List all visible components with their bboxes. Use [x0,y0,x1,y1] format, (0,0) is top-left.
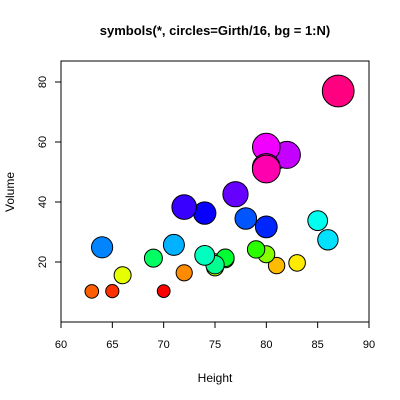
data-point [222,181,249,208]
data-point [267,256,286,275]
data-point [84,284,100,299]
data-point [143,248,163,268]
data-point [307,210,329,232]
data-point [254,215,278,239]
data-point [113,266,132,285]
x-tick-label: 85 [312,339,324,351]
data-point [321,74,355,108]
data-point [175,264,193,282]
data-point [234,207,258,230]
x-tick-label: 65 [106,339,118,351]
y-tick-label: 40 [37,196,49,208]
data-point [246,240,266,259]
x-tick-label: 75 [209,339,221,351]
data-point [156,284,171,299]
x-tick-label: 60 [55,339,67,351]
data-point [317,229,339,251]
x-axis: 60 65 70 75 80 85 90 [55,321,375,351]
x-tick-label: 70 [158,339,170,351]
y-tick-label: 20 [37,256,49,268]
data-points [84,74,355,299]
data-point [251,154,281,184]
y-axis: 20 40 60 80 [37,76,62,268]
data-point [91,236,114,259]
x-tick-label: 90 [363,339,375,351]
data-point [288,254,306,272]
x-tick-label: 80 [260,339,272,351]
y-tick-label: 60 [37,136,49,148]
y-axis-label: Volume [3,172,17,212]
chart-title: symbols(*, circles=Girth/16, bg = 1:N) [100,23,330,38]
x-axis-label: Height [198,371,233,385]
data-point [105,284,120,299]
data-point [162,233,185,256]
data-point [171,194,197,220]
data-point [194,245,216,266]
y-tick-label: 80 [37,76,49,88]
